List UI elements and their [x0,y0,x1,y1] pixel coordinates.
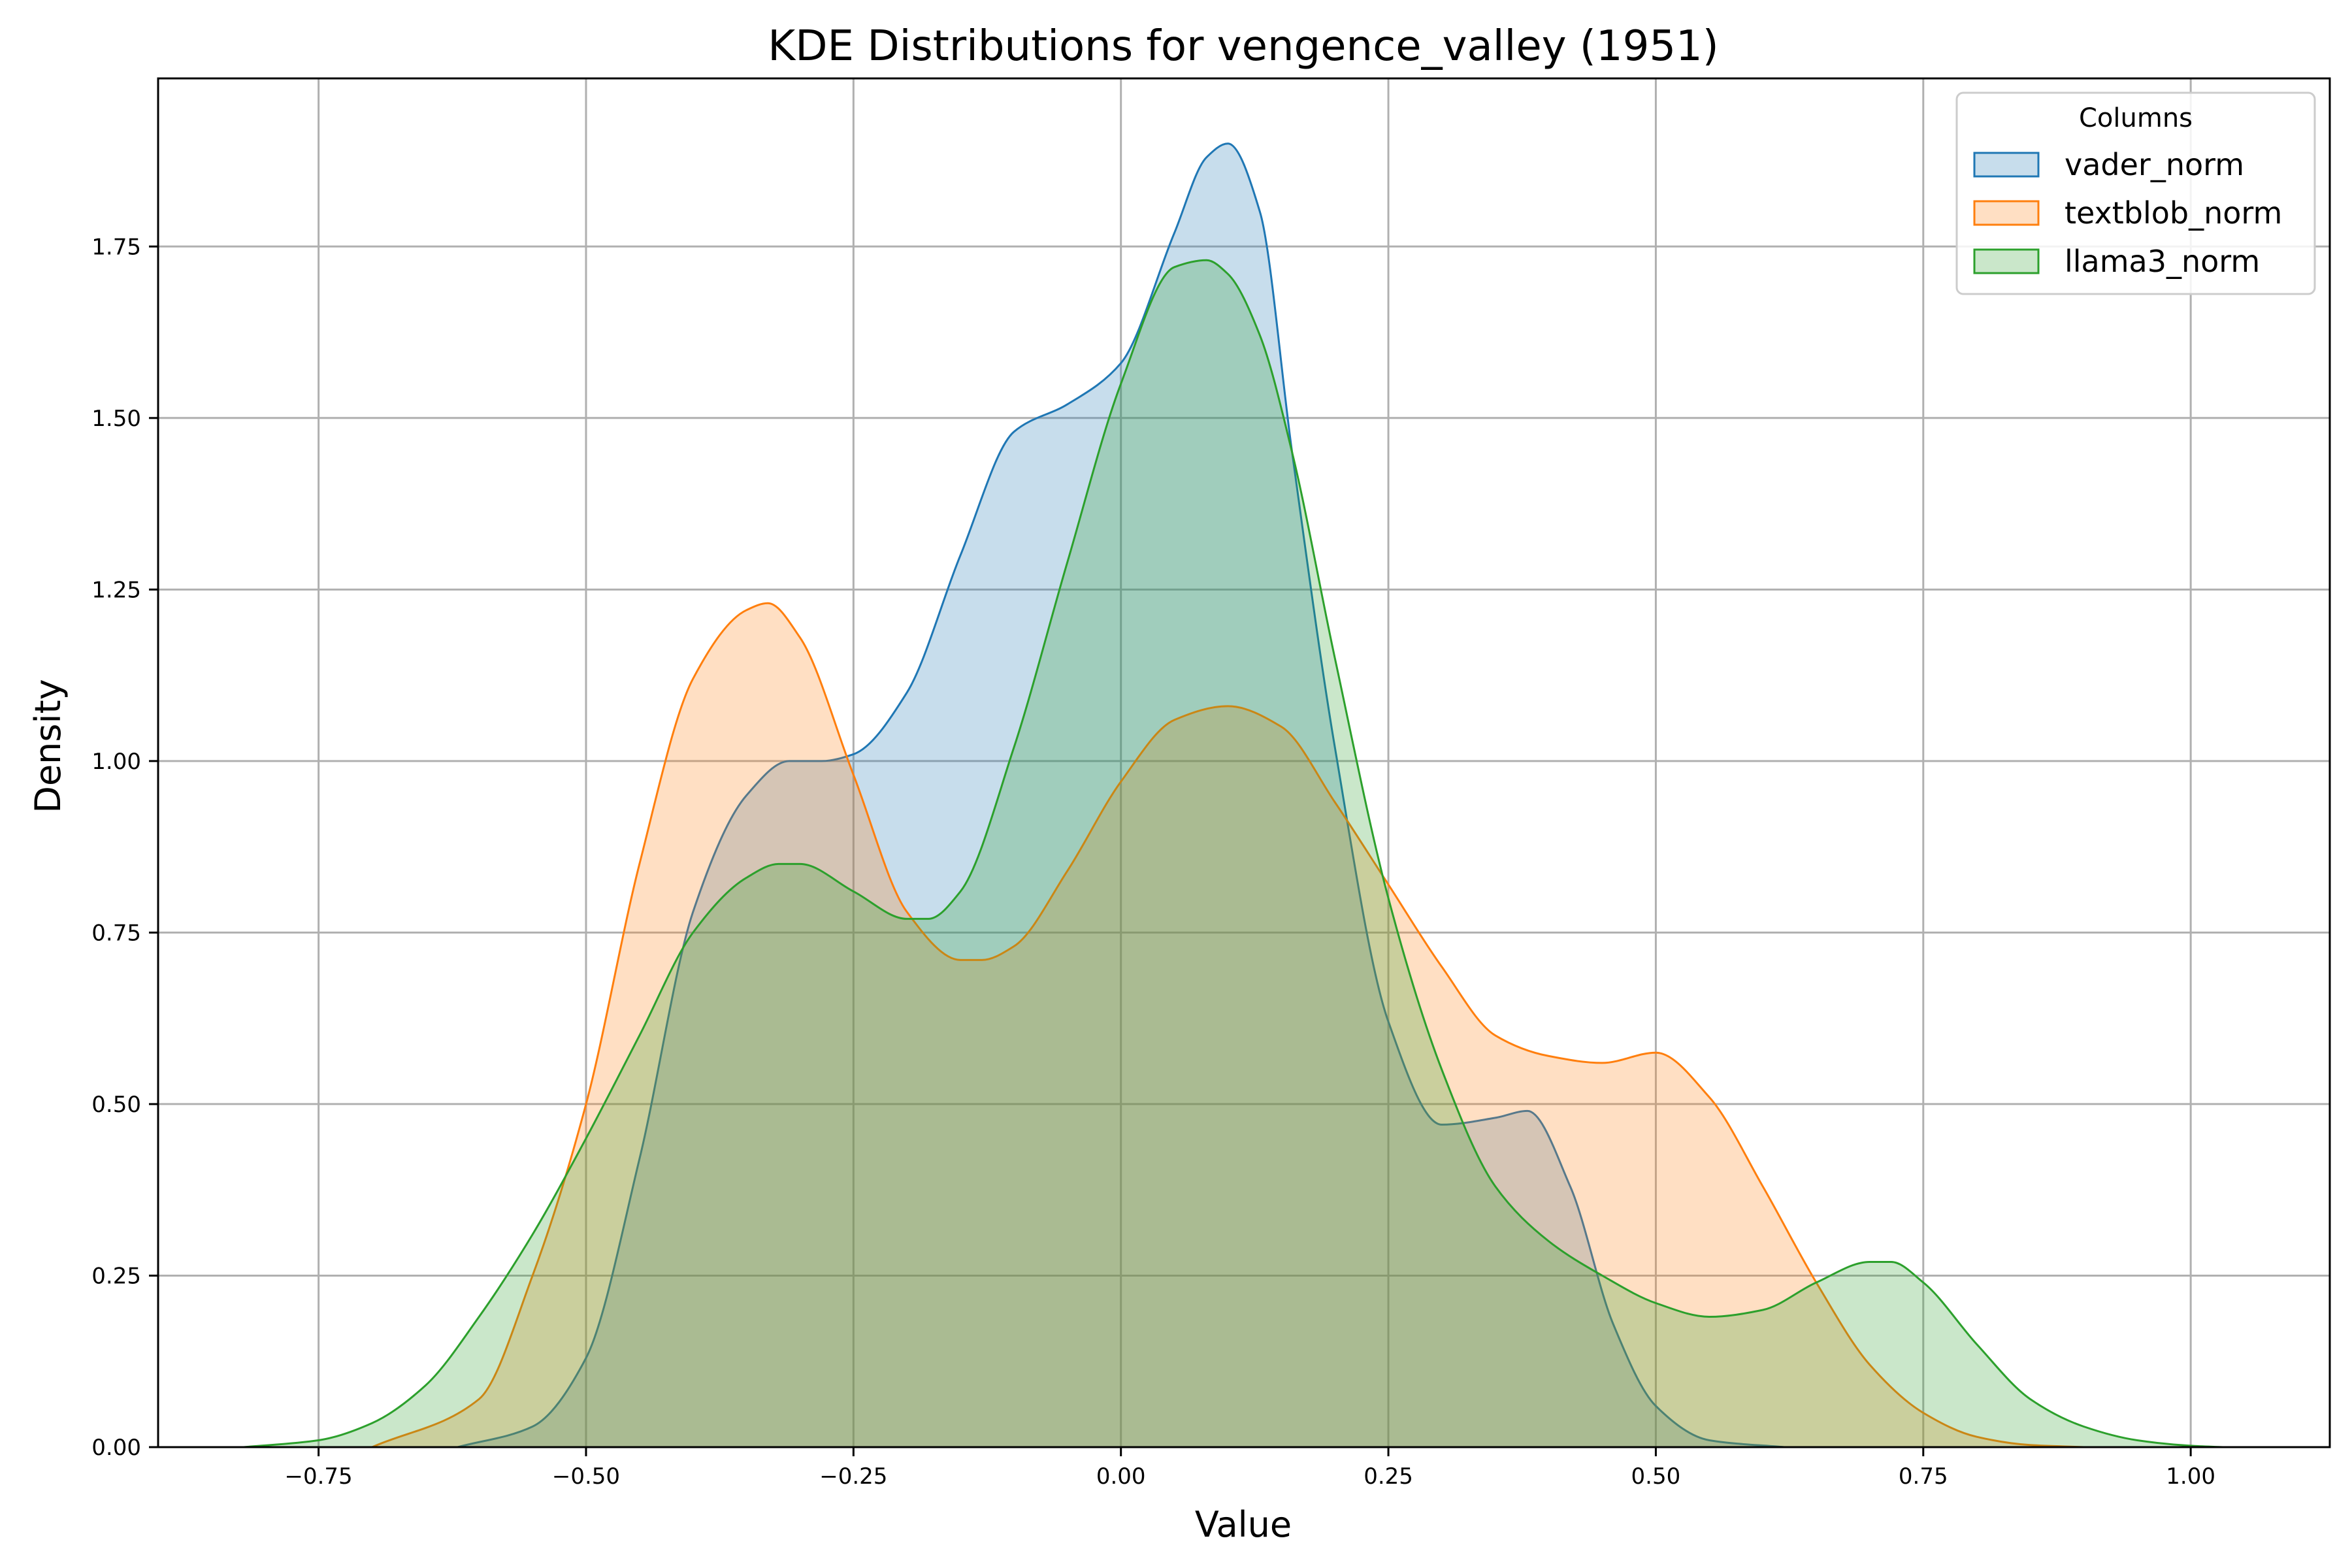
y-tick-label-7: 1.75 [91,234,141,260]
legend-swatch-textblob_norm [1973,200,2040,226]
legend-label-vader_norm: vader_norm [2065,147,2244,182]
y-tick-label-3: 0.75 [91,920,141,946]
x-tick-label-1: −0.50 [552,1463,620,1490]
y-tick-label-1: 0.25 [91,1263,141,1289]
chart-title: KDE Distributions for vengence_valley (1… [768,22,1718,71]
x-tick-label-3: 0.00 [1096,1463,1146,1490]
plot-frame [157,77,2331,1448]
x-tick-label-0: −0.75 [285,1463,353,1490]
y-tick-label-5: 1.25 [91,577,141,603]
legend-swatch-vader_norm [1973,152,2040,178]
x-axis-ticks: −0.75 −0.50 −0.25 0.00 0.25 0.50 0.75 1.00 [285,1447,2215,1490]
kde-area-vader_norm [457,143,1784,1447]
x-tick-label-4: 0.25 [1364,1463,1413,1490]
y-tick-label-0: 0.00 [91,1435,141,1461]
legend-label-textblob_norm: textblob_norm [2065,195,2282,231]
x-axis-label: Value [1195,1504,1292,1545]
kde-line-llama3_norm [243,259,2223,1448]
kde-series-layer [243,142,2223,1448]
x-tick-label-7: 1.00 [2166,1463,2215,1490]
x-tick-label-2: −0.25 [819,1463,887,1490]
y-axis-label: Density [27,679,69,813]
legend-swatch-llama3_norm [1973,248,2040,274]
legend-label-llama3_norm: llama3_norm [2065,244,2260,279]
y-tick-label-2: 0.50 [91,1092,141,1118]
kde-area-llama3_norm [244,260,2223,1447]
y-tick-label-4: 1.00 [91,749,141,775]
y-axis-ticks: 0.00 0.25 0.50 0.75 1.00 1.25 1.50 1.75 [91,234,158,1461]
kde-line-vader_norm [457,142,1785,1448]
legend-box [1955,91,2316,295]
x-tick-label-6: 0.75 [1899,1463,1948,1490]
x-tick-label-5: 0.50 [1631,1463,1681,1490]
legend: Columns vader_norm textblob_norm llama3_no… [1955,91,2316,295]
y-tick-label-6: 1.50 [91,406,141,432]
legend-title: Columns [2079,103,2193,133]
kde-area-textblob_norm [372,603,2084,1447]
kde-line-textblob_norm [371,602,2084,1448]
